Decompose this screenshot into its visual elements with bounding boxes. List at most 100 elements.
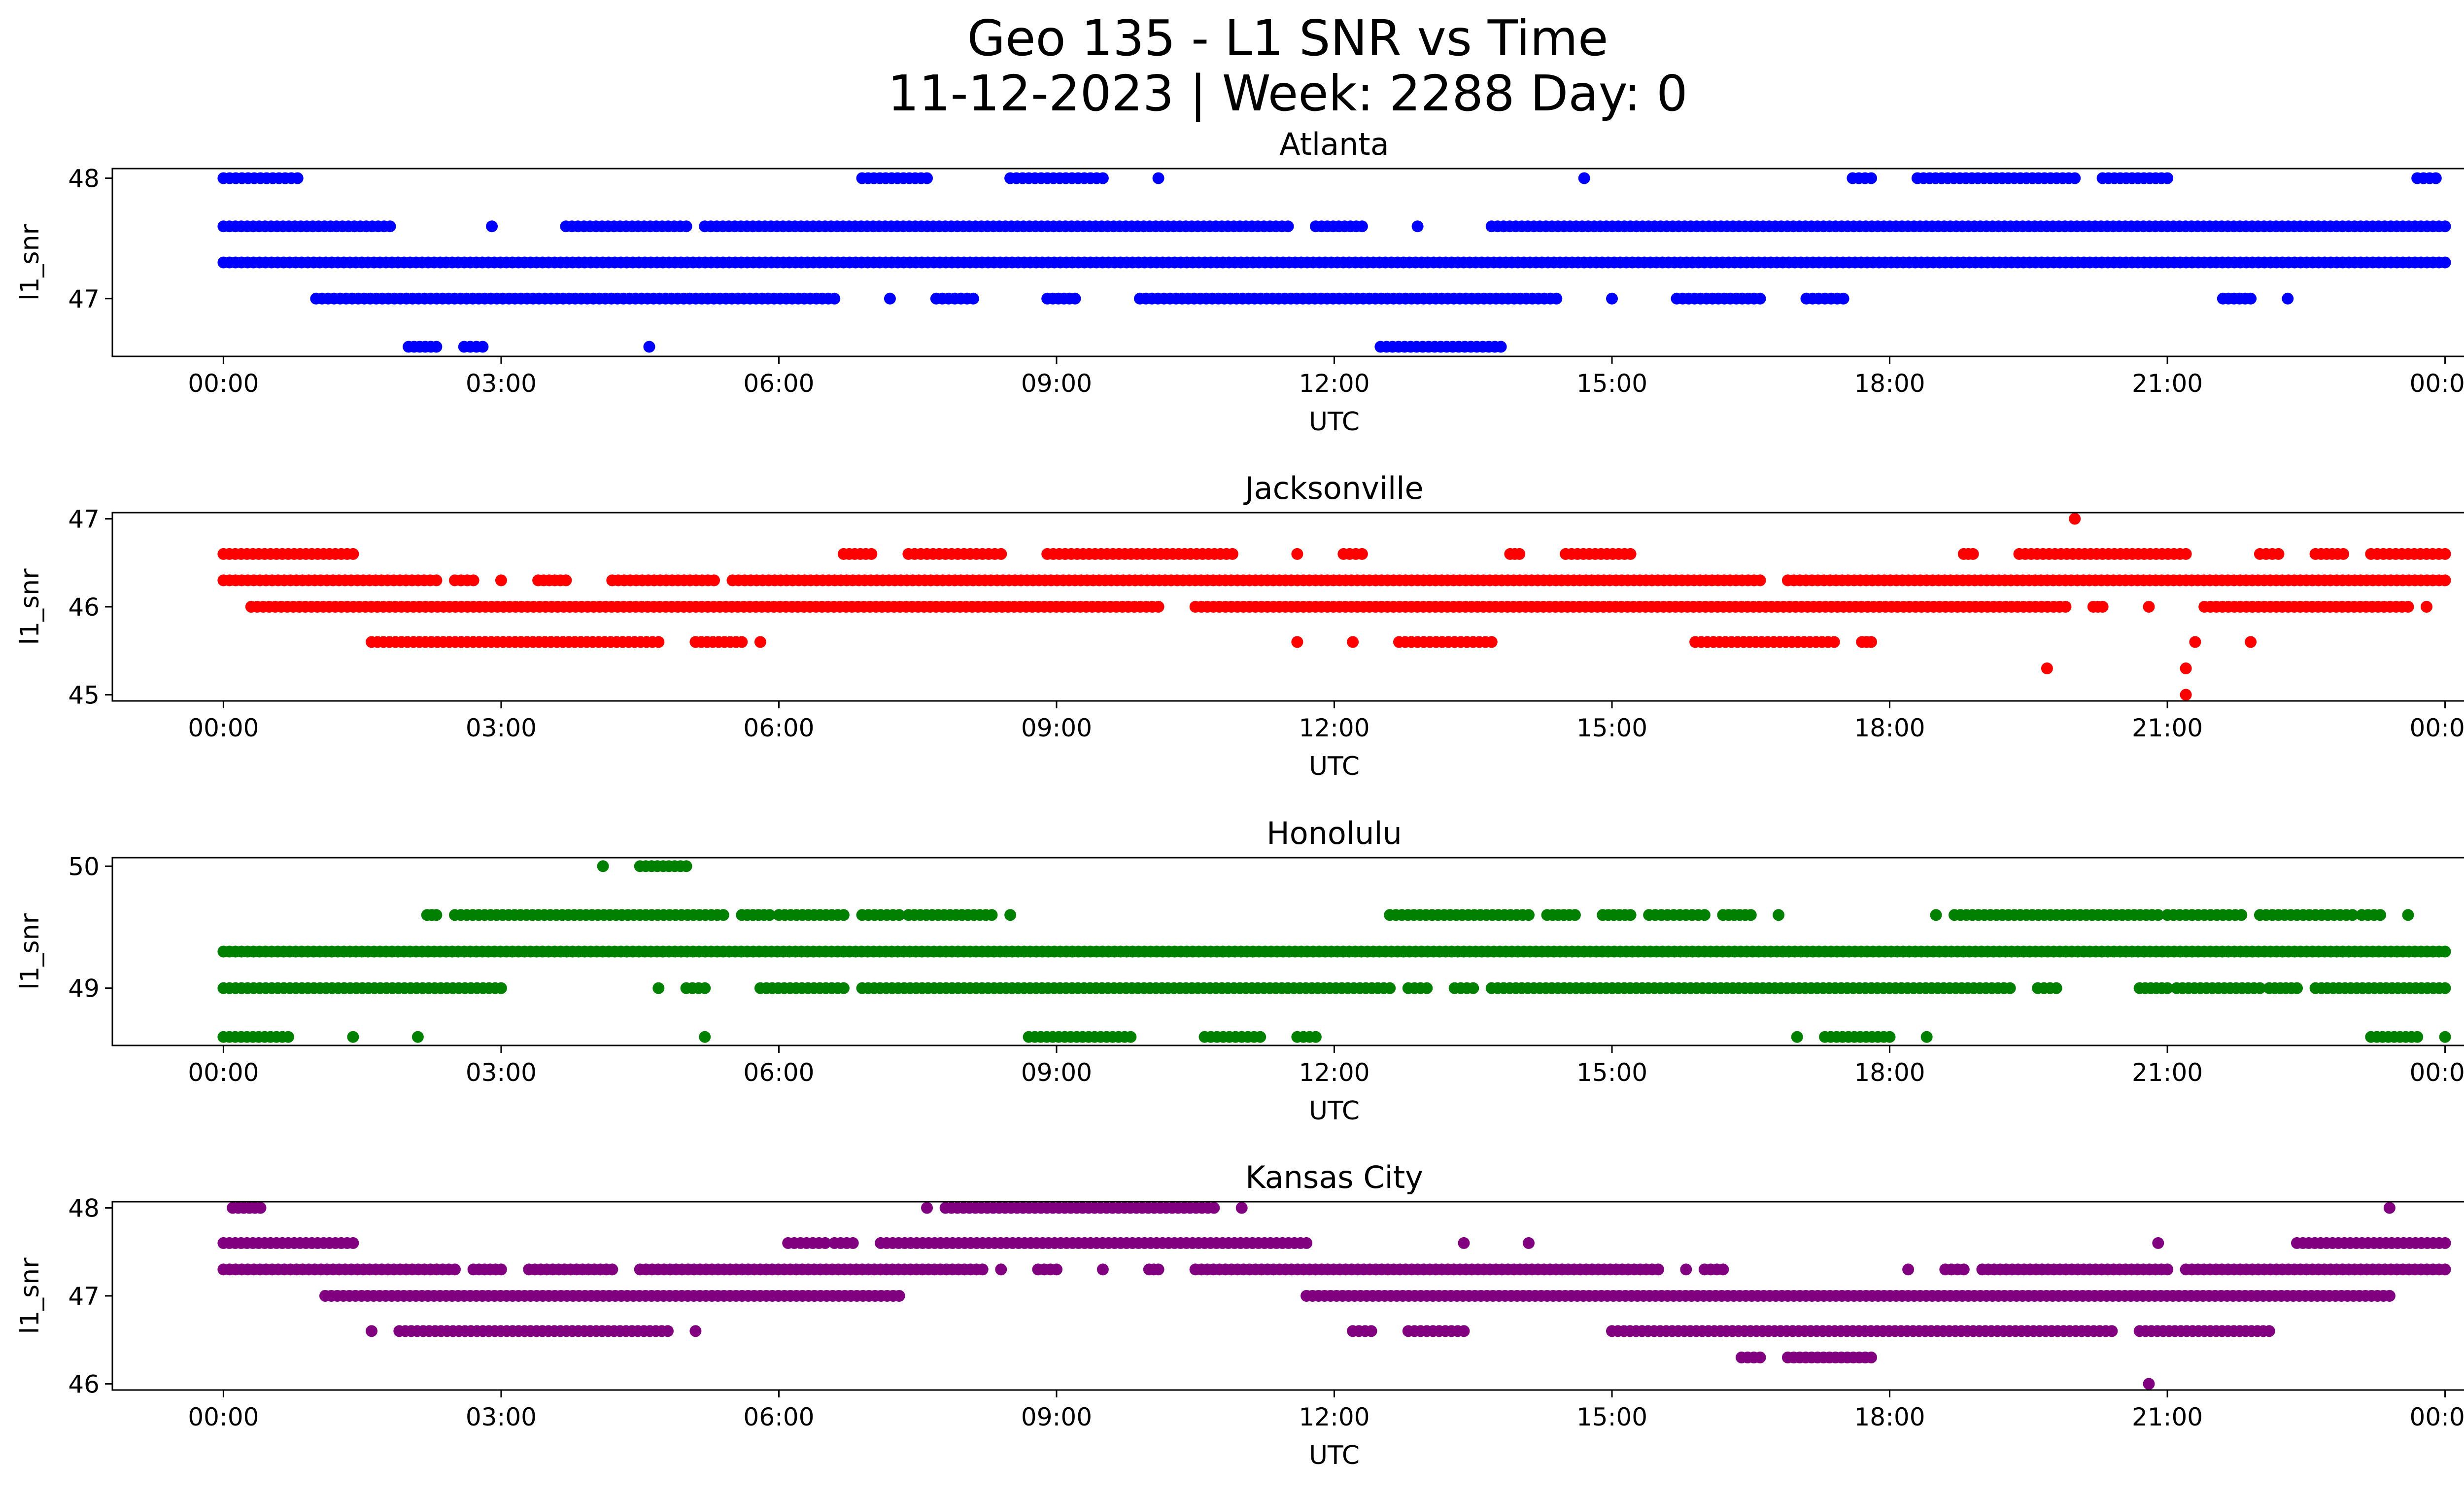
x-tick-label: 00:00 xyxy=(188,714,259,742)
data-point xyxy=(976,1263,989,1276)
data-point xyxy=(699,982,711,994)
data-point xyxy=(2106,1325,2118,1337)
subplot-atlanta: Atlanta 00:00 03:00 06:00 09:00 12:00 15:00 18:… xyxy=(15,126,2464,437)
y-tick-label: 49 xyxy=(68,974,100,1003)
data-point xyxy=(2374,909,2387,921)
data-point xyxy=(2004,982,2016,994)
data-point xyxy=(347,1031,359,1043)
data-point xyxy=(430,341,443,353)
x-tick-label: 06:00 xyxy=(743,369,814,398)
data-point xyxy=(2263,1325,2275,1337)
data-point xyxy=(1051,1263,1062,1276)
data-point xyxy=(2161,1263,2174,1276)
data-point xyxy=(1069,292,1081,305)
data-point xyxy=(1495,341,1507,353)
x-tick-label: 21:00 xyxy=(2132,1403,2203,1431)
x-axis-label-honolulu: UTC xyxy=(1309,1096,1360,1126)
data-point xyxy=(2439,1031,2451,1043)
data-point xyxy=(2439,548,2451,560)
x-tick-label: 09:00 xyxy=(1021,369,1092,398)
data-point xyxy=(1745,909,1757,921)
data-point xyxy=(1680,1263,1692,1276)
data-point xyxy=(2272,548,2285,560)
data-point xyxy=(1624,548,1637,560)
x-tick-label: 12:00 xyxy=(1299,1058,1369,1087)
data-point xyxy=(1347,636,1359,648)
figure-title-line-1: Geo 135 - L1 SNR vs Time xyxy=(967,9,1608,67)
data-point xyxy=(384,220,396,233)
data-point xyxy=(347,1237,359,1249)
data-point xyxy=(560,574,572,587)
data-point xyxy=(2059,601,2072,613)
data-point xyxy=(1291,548,1303,560)
data-point xyxy=(680,220,692,233)
data-point xyxy=(1226,548,1238,560)
data-point xyxy=(1291,636,1303,648)
x-tick-label: 21:00 xyxy=(2132,1058,2203,1087)
data-point xyxy=(1282,220,1294,233)
data-point xyxy=(2430,172,2442,184)
data-point xyxy=(2180,662,2192,674)
data-point xyxy=(2069,172,2081,184)
data-point xyxy=(1920,1031,1933,1043)
data-point xyxy=(597,860,609,872)
data-point xyxy=(1883,1031,1896,1043)
data-point xyxy=(366,1325,377,1337)
subplot-jacksonville: Jacksonville 00:00 03:00 06:00 09:00 12:00 15:… xyxy=(15,470,2464,781)
y-tick-label: 48 xyxy=(68,165,100,193)
subplot-title-honolulu: Honolulu xyxy=(1266,815,1402,851)
data-points-atlanta xyxy=(217,172,2451,353)
data-point xyxy=(1717,1263,1729,1276)
x-tick-label: 00:00 xyxy=(2410,1403,2464,1431)
y-tick-label: 47 xyxy=(68,1282,100,1311)
data-point xyxy=(1791,1031,1803,1043)
y-axis-label-jacksonville: l1_snr xyxy=(15,568,45,645)
x-tick-label: 03:00 xyxy=(466,1058,537,1087)
data-point xyxy=(763,909,776,921)
data-point xyxy=(2096,601,2109,613)
data-point xyxy=(2346,909,2359,921)
data-point xyxy=(1828,636,1840,648)
data-point xyxy=(680,860,692,872)
data-point xyxy=(2143,1378,2155,1390)
data-point xyxy=(1356,548,1368,560)
data-point xyxy=(699,1031,711,1043)
data-point xyxy=(291,172,304,184)
x-tick-label: 18:00 xyxy=(1854,369,1925,398)
x-tick-label: 00:00 xyxy=(2410,1058,2464,1087)
data-point xyxy=(837,909,850,921)
x-axis-label-kansas-city: UTC xyxy=(1309,1441,1360,1470)
data-point xyxy=(1421,982,1433,994)
data-point xyxy=(652,982,665,994)
data-point xyxy=(986,909,998,921)
data-point xyxy=(2291,982,2303,994)
x-tick-label: 21:00 xyxy=(2132,714,2203,742)
data-point xyxy=(1096,172,1109,184)
data-point xyxy=(2161,982,2174,994)
data-point xyxy=(1957,1263,1970,1276)
figure-title-line-2: 11-12-2023 | Week: 2288 Day: 0 xyxy=(888,65,1688,122)
data-point xyxy=(449,1263,461,1276)
data-point xyxy=(1773,909,1785,921)
data-point xyxy=(1096,1263,1109,1276)
data-point xyxy=(2402,601,2414,613)
data-point xyxy=(643,341,655,353)
data-point xyxy=(893,909,905,921)
data-point xyxy=(282,1031,294,1043)
data-point xyxy=(1467,982,1479,994)
x-tick-label: 09:00 xyxy=(1021,1403,1092,1431)
x-tick-label: 18:00 xyxy=(1854,1058,1925,1087)
data-point xyxy=(2189,636,2201,648)
x-tick-label: 18:00 xyxy=(1854,714,1925,742)
data-point xyxy=(467,574,479,587)
x-tick-label: 18:00 xyxy=(1854,1403,1925,1431)
data-points-honolulu xyxy=(217,860,2451,1043)
data-point xyxy=(1365,1325,1377,1337)
y-tick-label: 47 xyxy=(68,505,100,533)
x-axis-label-jacksonville: UTC xyxy=(1309,752,1360,781)
data-point xyxy=(1125,1031,1137,1043)
data-point xyxy=(1754,1352,1766,1363)
data-point xyxy=(1152,172,1164,184)
data-point xyxy=(1254,1031,1266,1043)
x-tick-label: 09:00 xyxy=(1021,714,1092,742)
